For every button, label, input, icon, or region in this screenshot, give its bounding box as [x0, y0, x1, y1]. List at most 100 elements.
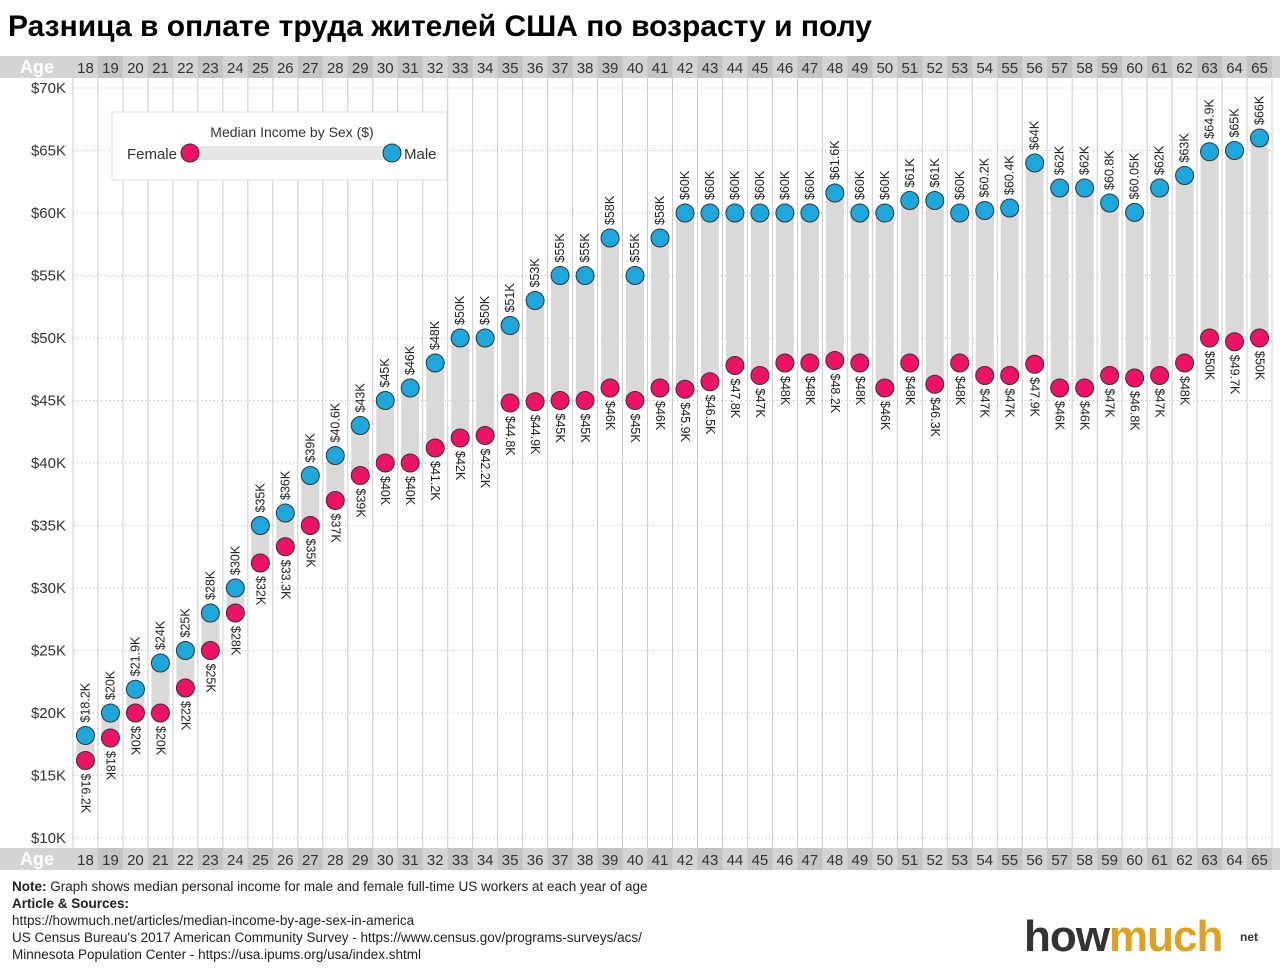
age-tick-top: 22 — [177, 60, 194, 77]
male-point — [1000, 198, 1020, 218]
male-value-label: $60K — [703, 170, 717, 200]
range-bar — [950, 213, 969, 363]
male-value-label: $28K — [203, 570, 217, 600]
male-value-label: $36K — [278, 470, 292, 500]
male-value-label: $66K — [1253, 95, 1267, 125]
male-value-label: $60K — [803, 170, 817, 200]
male-point — [200, 603, 220, 623]
range-bar — [1250, 138, 1269, 338]
y-tick-label: $40K — [31, 455, 66, 472]
age-band-stripe — [697, 848, 723, 870]
age-tick-bottom: 32 — [427, 852, 444, 869]
female-point — [800, 353, 820, 373]
age-band-stripe — [797, 848, 823, 870]
female-point — [125, 703, 145, 723]
female-value-label: $47K — [1153, 389, 1167, 419]
age-band-stripe — [1197, 848, 1223, 870]
age-axis-label-bottom: Age — [20, 849, 54, 869]
female-point — [500, 393, 520, 413]
female-point — [150, 703, 170, 723]
age-tick-top: 20 — [127, 60, 144, 77]
male-value-label: $45K — [378, 358, 392, 388]
male-value-label: $40.6K — [328, 402, 342, 442]
female-value-label: $20K — [153, 726, 167, 756]
range-bar — [925, 200, 944, 385]
female-point — [750, 366, 770, 385]
range-bar — [1125, 212, 1144, 378]
age-tick-bottom: 34 — [477, 852, 494, 869]
age-tick-top: 63 — [1201, 60, 1218, 77]
age-bands: Age 18 19 20 21 22 23 24 25 26 27 28 29 30 31 32 33 34 35 3… — [0, 56, 1280, 870]
age-band-stripe — [197, 56, 223, 78]
female-point — [1000, 366, 1020, 385]
age-tick-bottom: 18 — [77, 852, 94, 869]
age-tick-bottom: 50 — [876, 852, 893, 869]
male-value-label: $50K — [453, 295, 467, 325]
age-tick-bottom: 28 — [327, 852, 344, 869]
male-point — [1075, 178, 1095, 198]
male-value-label: $58K — [603, 195, 617, 225]
female-value-label: $32K — [253, 576, 267, 606]
age-tick-bottom: 20 — [127, 852, 144, 869]
range-bar — [626, 275, 645, 401]
female-value-label: $47.9K — [1028, 377, 1042, 417]
female-value-label: $47.8K — [728, 379, 742, 419]
age-band-stripe — [947, 56, 973, 78]
male-value-label: $63K — [1178, 133, 1192, 163]
male-value-label: $50K — [478, 295, 492, 325]
male-point — [675, 203, 695, 223]
age-band-stripe — [997, 848, 1023, 870]
female-point — [600, 378, 620, 398]
male-value-label: $30K — [228, 545, 242, 575]
age-band-stripe — [1047, 56, 1073, 78]
age-tick-top: 36 — [527, 60, 544, 77]
age-tick-bottom: 49 — [852, 852, 869, 869]
range-bar — [1000, 208, 1019, 376]
age-tick-top: 62 — [1176, 60, 1193, 77]
range-bar — [401, 388, 420, 463]
note-text: Graph shows median personal income for m… — [50, 879, 648, 894]
range-bar — [775, 213, 794, 363]
female-point — [700, 372, 720, 392]
age-tick-top: 58 — [1076, 60, 1093, 77]
female-value-label: $50K — [1253, 351, 1267, 381]
range-bar — [675, 213, 694, 390]
range-bar — [651, 238, 670, 388]
age-tick-top: 26 — [277, 60, 294, 77]
female-point — [225, 603, 245, 623]
source-line-1: https://howmuch.net/articles/median-inco… — [12, 913, 415, 928]
female-point — [575, 391, 595, 410]
range-bar — [501, 325, 520, 403]
male-point — [650, 228, 670, 248]
female-point — [1075, 378, 1095, 398]
age-band-stripe — [647, 56, 673, 78]
female-value-label: $48K — [953, 376, 967, 406]
source-line-3: Minnesota Population Center - https://us… — [12, 947, 421, 962]
age-tick-bottom: 51 — [901, 852, 918, 869]
y-axis: $10K $15K $20K $25K $30K $35K $40K $45K $50K $55K… — [31, 80, 66, 847]
male-value-label: $51K — [503, 283, 517, 313]
male-point — [1050, 178, 1070, 198]
male-value-label: $46K — [403, 345, 417, 375]
y-tick-label: $60K — [31, 205, 66, 222]
age-band-stripe — [447, 56, 473, 78]
female-value-label: $46K — [1078, 401, 1092, 431]
male-point — [750, 203, 770, 223]
female-value-label: $48K — [903, 376, 917, 406]
age-band-stripe — [347, 56, 373, 78]
female-point — [175, 678, 195, 698]
male-point — [125, 679, 145, 699]
legend-bar — [190, 146, 390, 160]
range-bar — [875, 213, 894, 388]
data-labels: $18.2K $16.2K $20K $18K $21.9K $20K $24K $20K $2… — [78, 95, 1266, 814]
range-bar — [176, 650, 195, 688]
age-tick-bottom: 47 — [802, 852, 819, 869]
age-tick-bottom: 22 — [177, 852, 194, 869]
brand-logo: howmuch — [1024, 912, 1223, 962]
range-bar — [825, 193, 844, 361]
male-point — [1225, 141, 1245, 160]
age-band-stripe — [1047, 848, 1073, 870]
age-tick-top: 33 — [452, 60, 469, 77]
age-tick-top: 54 — [976, 60, 993, 77]
female-point — [550, 391, 570, 410]
